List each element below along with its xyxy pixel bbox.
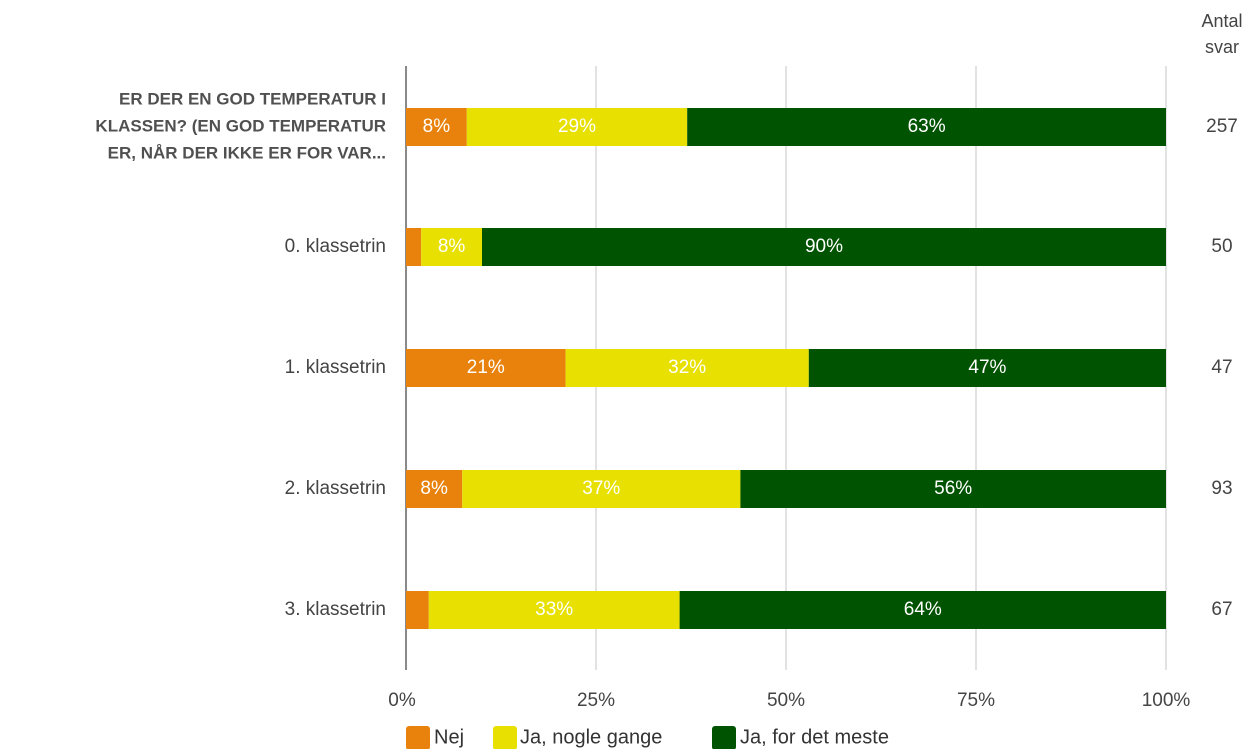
segment-value-label: 29% bbox=[558, 116, 596, 137]
segment-value-label: 47% bbox=[968, 357, 1006, 378]
legend-swatch bbox=[493, 726, 517, 749]
bar-segment bbox=[406, 108, 467, 146]
bar-segment bbox=[406, 349, 566, 387]
labels-layer: 0% 25% 50% 75% 100% Antal svar 8% 29% 63% ER DER E… bbox=[95, 11, 1242, 711]
bar-segment bbox=[740, 470, 1166, 508]
response-count: 50 bbox=[1211, 236, 1232, 257]
category-label: 1. klassetrin bbox=[285, 357, 386, 378]
legend-swatch bbox=[406, 726, 430, 749]
bar-segment bbox=[482, 228, 1166, 266]
category-label: 3. klassetrin bbox=[285, 599, 386, 620]
count-header-line: Antal bbox=[1201, 11, 1242, 31]
bar-segment bbox=[687, 108, 1166, 146]
x-tick-label: 25% bbox=[577, 690, 615, 711]
segment-value-label: 56% bbox=[934, 478, 972, 499]
bar-segment bbox=[466, 108, 688, 146]
category-label: ER, NÅR DER IKKE ER FOR VAR... bbox=[108, 143, 386, 162]
segment-value-label: 32% bbox=[668, 357, 706, 378]
response-count: 257 bbox=[1206, 116, 1238, 137]
segment-value-label: 33% bbox=[535, 599, 573, 620]
segment-value-label: 21% bbox=[467, 357, 505, 378]
category-label: 2. klassetrin bbox=[285, 478, 386, 499]
bar-segment bbox=[421, 228, 482, 266]
bar-segment bbox=[406, 591, 429, 629]
bar-segment bbox=[808, 349, 1166, 387]
bar-segment bbox=[428, 591, 680, 629]
category-label: KLASSEN? (EN GOD TEMPERATUR bbox=[95, 116, 386, 135]
response-count: 47 bbox=[1211, 357, 1232, 378]
category-label: ER DER EN GOD TEMPERATUR I bbox=[119, 89, 386, 108]
segment-value-label: 8% bbox=[420, 478, 448, 499]
segment-value-label: 90% bbox=[805, 236, 843, 257]
bar-segment bbox=[679, 591, 1166, 629]
segment-value-label: 64% bbox=[904, 599, 942, 620]
segment-value-label: 63% bbox=[908, 116, 946, 137]
bars-layer bbox=[406, 108, 1166, 629]
response-count: 93 bbox=[1211, 478, 1232, 499]
legend: Nej Ja, nogle gange Ja, for det meste bbox=[406, 726, 889, 749]
bar-segment bbox=[565, 349, 809, 387]
legend-label: Nej bbox=[434, 726, 464, 748]
x-tick-label: 100% bbox=[1142, 690, 1191, 711]
legend-swatch bbox=[712, 726, 736, 749]
x-tick-label: 50% bbox=[767, 690, 805, 711]
legend-label: Ja, nogle gange bbox=[520, 726, 662, 748]
x-tick-label: 0% bbox=[388, 690, 416, 711]
count-header-line: svar bbox=[1205, 37, 1239, 57]
segment-value-label: 8% bbox=[423, 116, 451, 137]
segment-value-label: 37% bbox=[582, 478, 620, 499]
x-tick-label: 75% bbox=[957, 690, 995, 711]
response-count: 67 bbox=[1211, 599, 1232, 620]
bar-segment bbox=[406, 470, 463, 508]
legend-label: Ja, for det meste bbox=[740, 726, 889, 748]
segment-value-label: 8% bbox=[438, 236, 466, 257]
bar-segment bbox=[462, 470, 741, 508]
category-label: 0. klassetrin bbox=[285, 236, 386, 257]
bar-segment bbox=[406, 228, 422, 266]
